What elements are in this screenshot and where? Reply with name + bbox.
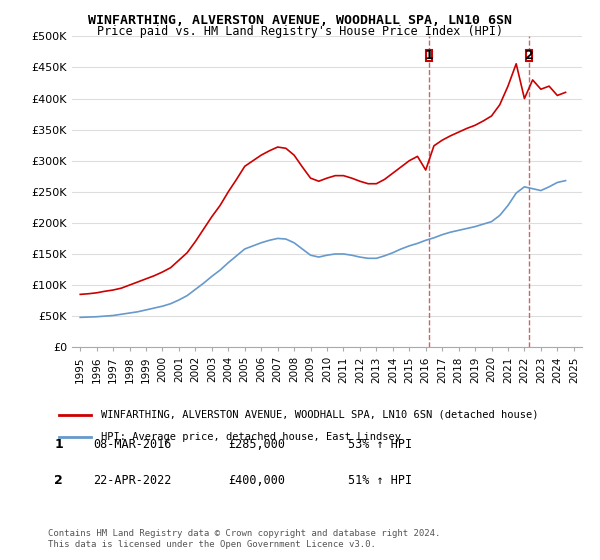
Text: 22-APR-2022: 22-APR-2022 (93, 474, 172, 487)
Text: 53% ↑ HPI: 53% ↑ HPI (348, 437, 412, 451)
FancyBboxPatch shape (426, 50, 431, 61)
Text: 2: 2 (54, 474, 63, 487)
Text: £400,000: £400,000 (228, 474, 285, 487)
Text: 08-MAR-2016: 08-MAR-2016 (93, 437, 172, 451)
Text: 2: 2 (525, 49, 534, 62)
Text: HPI: Average price, detached house, East Lindsey: HPI: Average price, detached house, East… (101, 432, 401, 442)
Text: Price paid vs. HM Land Registry's House Price Index (HPI): Price paid vs. HM Land Registry's House … (97, 25, 503, 38)
Text: Contains HM Land Registry data © Crown copyright and database right 2024.
This d: Contains HM Land Registry data © Crown c… (48, 529, 440, 549)
Text: 1: 1 (54, 437, 63, 451)
Text: £285,000: £285,000 (228, 437, 285, 451)
Text: 51% ↑ HPI: 51% ↑ HPI (348, 474, 412, 487)
Text: WINFARTHING, ALVERSTON AVENUE, WOODHALL SPA, LN10 6SN: WINFARTHING, ALVERSTON AVENUE, WOODHALL … (88, 14, 512, 27)
Text: WINFARTHING, ALVERSTON AVENUE, WOODHALL SPA, LN10 6SN (detached house): WINFARTHING, ALVERSTON AVENUE, WOODHALL … (101, 409, 539, 419)
FancyBboxPatch shape (526, 50, 532, 61)
Text: 1: 1 (424, 49, 433, 62)
